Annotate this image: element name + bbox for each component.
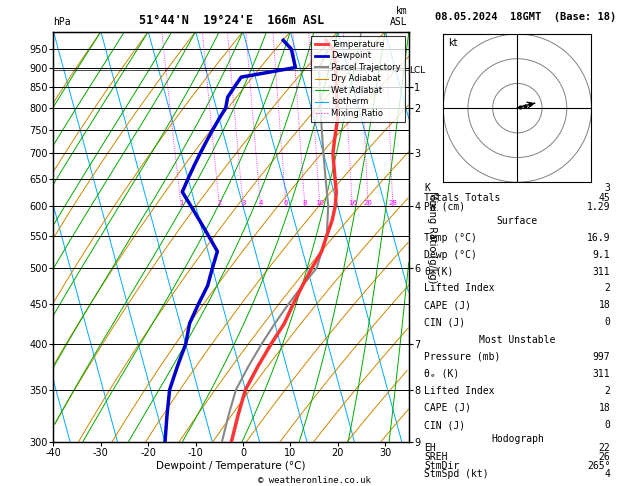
Text: 3: 3 [604, 183, 611, 193]
Text: 4: 4 [604, 469, 611, 479]
Text: Surface: Surface [497, 216, 538, 226]
Text: 26: 26 [599, 452, 611, 462]
Text: 2: 2 [604, 283, 611, 294]
Text: Most Unstable: Most Unstable [479, 335, 555, 345]
Text: 6: 6 [284, 200, 288, 206]
Text: 8: 8 [303, 200, 307, 206]
Text: PW (cm): PW (cm) [424, 202, 465, 212]
Text: 1: 1 [179, 200, 183, 206]
Y-axis label: Mixing Ratio (g/kg): Mixing Ratio (g/kg) [427, 191, 437, 283]
Text: © weatheronline.co.uk: © weatheronline.co.uk [258, 476, 371, 485]
Text: 0: 0 [604, 420, 611, 430]
Text: 4: 4 [259, 200, 263, 206]
Text: 16.9: 16.9 [587, 233, 611, 243]
Text: 311: 311 [593, 369, 611, 379]
Text: 9.1: 9.1 [593, 250, 611, 260]
Text: 2: 2 [217, 200, 221, 206]
Text: 265°: 265° [587, 461, 611, 470]
Text: kt: kt [448, 38, 457, 49]
Text: hPa: hPa [53, 17, 71, 27]
Text: LCL: LCL [409, 66, 425, 75]
Text: 2: 2 [604, 386, 611, 396]
Text: 311: 311 [593, 267, 611, 277]
Text: θₑ (K): θₑ (K) [424, 369, 459, 379]
Text: 45: 45 [599, 192, 611, 203]
Text: Dewp (°C): Dewp (°C) [424, 250, 477, 260]
Text: 1.29: 1.29 [587, 202, 611, 212]
Legend: Temperature, Dewpoint, Parcel Trajectory, Dry Adiabat, Wet Adiabat, Isotherm, Mi: Temperature, Dewpoint, Parcel Trajectory… [311, 36, 404, 122]
Text: 20: 20 [364, 200, 372, 206]
Text: Lifted Index: Lifted Index [424, 386, 495, 396]
Text: CAPE (J): CAPE (J) [424, 403, 471, 413]
Text: Pressure (mb): Pressure (mb) [424, 352, 501, 362]
Text: 18: 18 [599, 300, 611, 310]
Text: km
ASL: km ASL [390, 6, 408, 27]
Text: CIN (J): CIN (J) [424, 317, 465, 327]
Text: CAPE (J): CAPE (J) [424, 300, 471, 310]
Text: 51°44'N  19°24'E  166m ASL: 51°44'N 19°24'E 166m ASL [138, 14, 324, 27]
Text: 08.05.2024  18GMT  (Base: 18): 08.05.2024 18GMT (Base: 18) [435, 12, 616, 22]
Text: 28: 28 [388, 200, 398, 206]
Text: 997: 997 [593, 352, 611, 362]
Text: θₑ(K): θₑ(K) [424, 267, 454, 277]
Text: StmDir: StmDir [424, 461, 459, 470]
Text: K: K [424, 183, 430, 193]
Text: 10: 10 [315, 200, 325, 206]
Text: Totals Totals: Totals Totals [424, 192, 501, 203]
Text: Hodograph: Hodograph [491, 434, 544, 444]
Text: 22: 22 [599, 443, 611, 453]
Text: 18: 18 [599, 403, 611, 413]
Text: 16: 16 [348, 200, 357, 206]
Text: StmSpd (kt): StmSpd (kt) [424, 469, 489, 479]
Text: SREH: SREH [424, 452, 448, 462]
Text: EH: EH [424, 443, 436, 453]
Text: 0: 0 [604, 317, 611, 327]
X-axis label: Dewpoint / Temperature (°C): Dewpoint / Temperature (°C) [157, 461, 306, 470]
Text: Lifted Index: Lifted Index [424, 283, 495, 294]
Text: CIN (J): CIN (J) [424, 420, 465, 430]
Text: 3: 3 [241, 200, 245, 206]
Text: Temp (°C): Temp (°C) [424, 233, 477, 243]
